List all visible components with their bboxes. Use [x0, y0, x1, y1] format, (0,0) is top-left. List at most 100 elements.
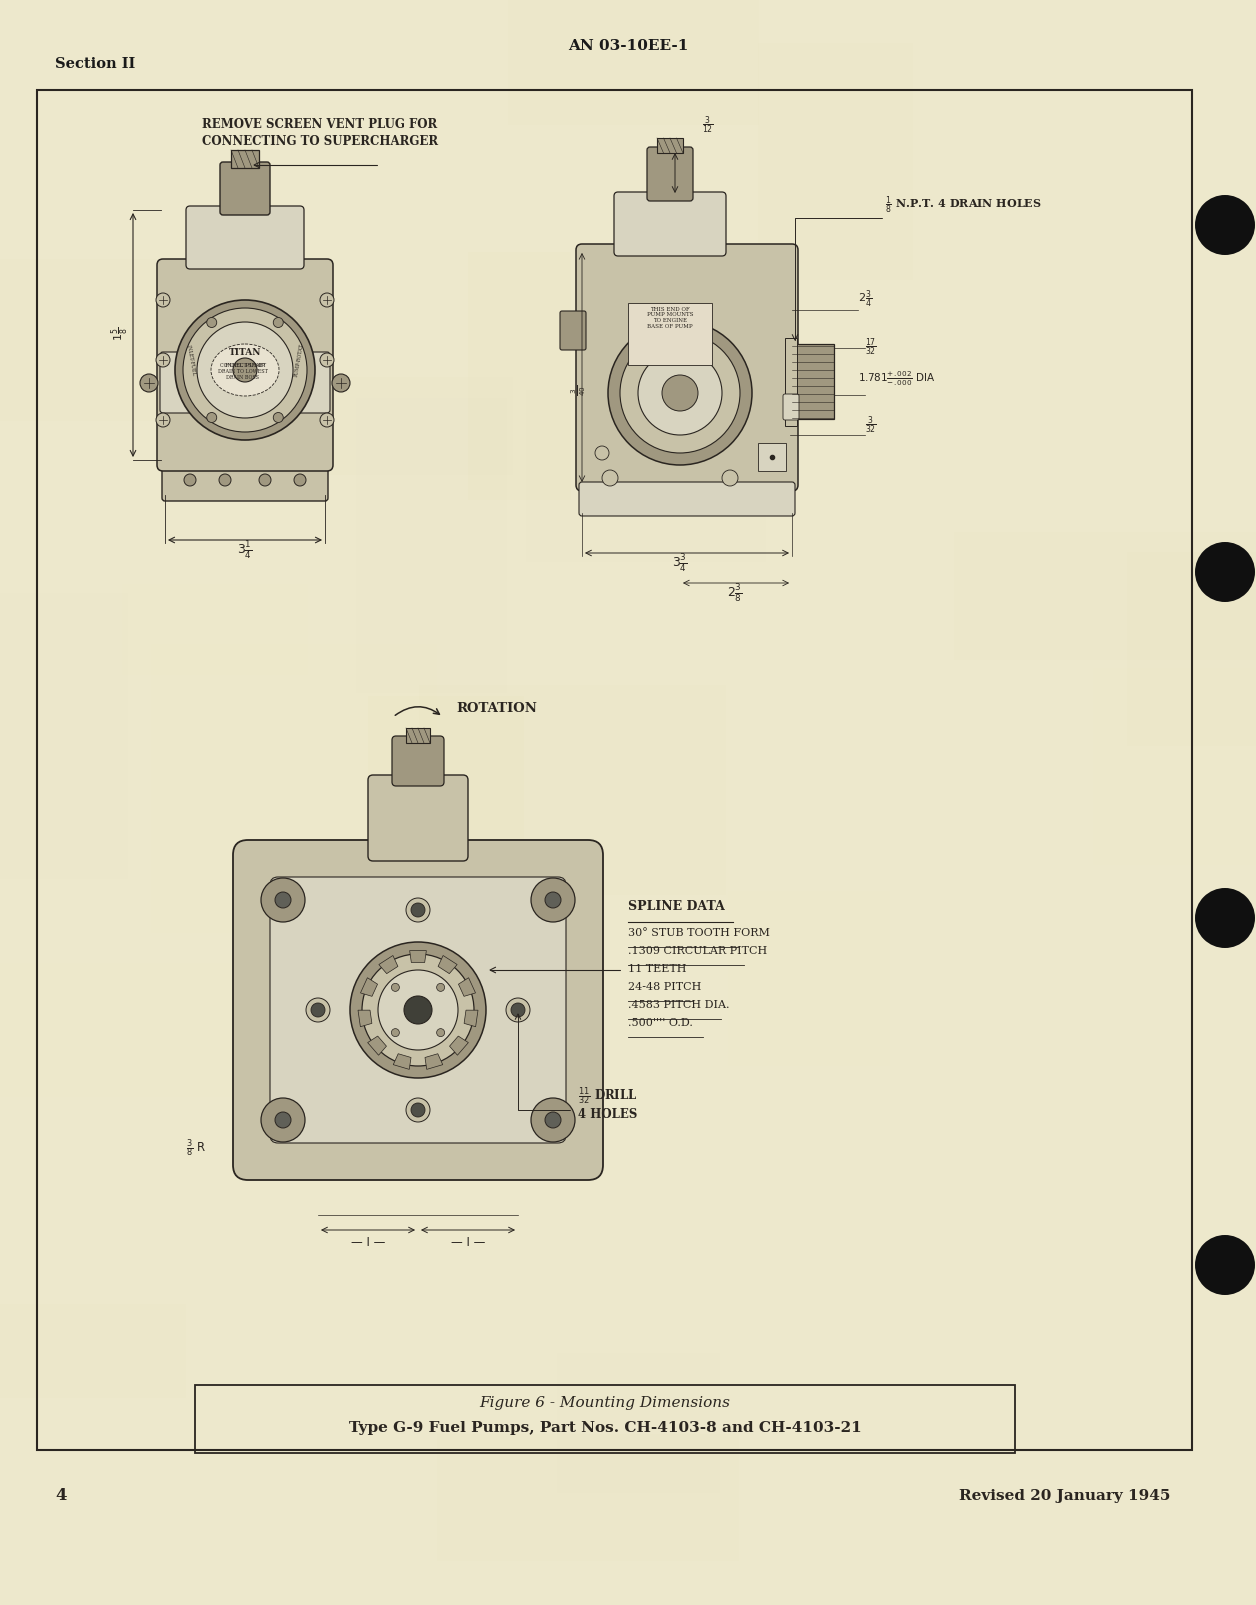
Circle shape [722, 470, 739, 486]
Text: Revised 20 January 1945: Revised 20 January 1945 [958, 1489, 1171, 1502]
Circle shape [175, 300, 315, 440]
Bar [0, 501, 68, 748]
Bar [595, 1420, 734, 1605]
Bar [1084, 1189, 1256, 1384]
Text: $\frac{3}{12}$: $\frac{3}{12}$ [702, 114, 713, 135]
Bar [988, 1517, 1203, 1605]
Text: 4: 4 [55, 1486, 67, 1504]
Circle shape [545, 892, 561, 908]
Polygon shape [379, 955, 398, 974]
Circle shape [531, 1098, 575, 1143]
Bar [793, 343, 834, 419]
Text: PUMP-ROTAT: PUMP-ROTAT [294, 343, 304, 377]
Bar [231, 149, 259, 169]
Text: TITAN: TITAN [229, 348, 261, 356]
Polygon shape [368, 1037, 387, 1054]
Circle shape [506, 998, 530, 1022]
Text: 24-48 PITCH: 24-48 PITCH [628, 982, 701, 992]
Circle shape [350, 942, 486, 1079]
FancyBboxPatch shape [162, 457, 328, 501]
Circle shape [156, 353, 170, 368]
Polygon shape [360, 977, 378, 997]
Bar [1002, 889, 1248, 1162]
Text: $2\frac{3}{8}$: $2\frac{3}{8}$ [727, 583, 742, 605]
Polygon shape [393, 1054, 411, 1069]
Text: ROTATION: ROTATION [456, 701, 536, 714]
Bar [785, 339, 798, 425]
Text: INLET-FUEL: INLET-FUEL [186, 345, 196, 377]
Circle shape [332, 374, 350, 392]
Text: 4 HOLES: 4 HOLES [578, 1107, 637, 1120]
Circle shape [275, 892, 291, 908]
Circle shape [595, 446, 609, 461]
Circle shape [274, 318, 284, 327]
Circle shape [406, 899, 430, 921]
Circle shape [234, 358, 257, 382]
Text: — I —: — I — [451, 1236, 485, 1249]
Circle shape [511, 1003, 525, 1018]
Circle shape [531, 878, 575, 921]
Circle shape [261, 878, 305, 921]
Circle shape [406, 1098, 430, 1122]
Text: .500'''' O.D.: .500'''' O.D. [628, 1018, 693, 1027]
Circle shape [311, 1003, 325, 1018]
Circle shape [294, 473, 306, 486]
Bar [926, 1008, 1086, 1167]
Circle shape [662, 376, 698, 411]
FancyBboxPatch shape [577, 244, 798, 491]
Bar [759, 215, 891, 319]
Circle shape [620, 332, 740, 453]
Circle shape [197, 323, 293, 417]
Bar [195, 1385, 1015, 1453]
Text: Section II: Section II [55, 58, 136, 71]
FancyBboxPatch shape [160, 351, 193, 412]
Circle shape [1194, 194, 1255, 255]
Text: FUEL PUMP: FUEL PUMP [225, 363, 265, 368]
Bar [193, 976, 399, 1186]
Bar [36, 90, 1192, 1449]
Text: $\frac{3}{32}$: $\frac{3}{32}$ [865, 414, 877, 435]
Polygon shape [358, 1010, 372, 1027]
Text: $3\frac{1}{4}$: $3\frac{1}{4}$ [237, 539, 252, 562]
FancyBboxPatch shape [157, 258, 333, 470]
Text: Figure 6 - Mounting Dimensions: Figure 6 - Mounting Dimensions [480, 1396, 731, 1411]
Circle shape [404, 997, 432, 1024]
FancyBboxPatch shape [296, 351, 330, 412]
Circle shape [320, 412, 334, 427]
Text: SPLINE DATA: SPLINE DATA [628, 900, 725, 913]
Circle shape [437, 984, 445, 992]
Polygon shape [409, 950, 426, 963]
Text: REMOVE SCREEN VENT PLUG FOR
CONNECTING TO SUPERCHARGER: REMOVE SCREEN VENT PLUG FOR CONNECTING T… [202, 119, 438, 148]
Bar [657, 138, 683, 152]
Circle shape [411, 904, 425, 916]
Text: $\frac{3}{8}$ R: $\frac{3}{8}$ R [186, 1138, 206, 1159]
FancyBboxPatch shape [647, 148, 693, 201]
Circle shape [219, 473, 231, 486]
Circle shape [378, 969, 458, 1050]
Bar [1027, 674, 1181, 902]
Text: — I —: — I — [350, 1236, 386, 1249]
Text: THIS END OF
PUMP MOUNTS
TO ENGINE
BASE OF PUMP: THIS END OF PUMP MOUNTS TO ENGINE BASE O… [647, 307, 693, 329]
Circle shape [320, 294, 334, 307]
Bar [0, 1154, 108, 1444]
FancyBboxPatch shape [270, 876, 566, 1143]
Circle shape [183, 473, 196, 486]
Text: 30° STUB TOOTH FORM: 30° STUB TOOTH FORM [628, 928, 770, 937]
Circle shape [608, 321, 752, 465]
Circle shape [139, 374, 158, 392]
Polygon shape [438, 955, 457, 974]
FancyBboxPatch shape [560, 311, 587, 350]
Text: $3\frac{3}{4}$: $3\frac{3}{4}$ [672, 552, 688, 575]
Bar [583, 453, 924, 735]
Circle shape [274, 412, 284, 422]
Text: CONNECT SHAFT
DRAIN TO LOWEST
DRAIN BOSS: CONNECT SHAFT DRAIN TO LOWEST DRAIN BOSS [219, 363, 268, 380]
Circle shape [638, 351, 722, 435]
Text: 1.781$\frac{+.002}{-.000}$ DIA: 1.781$\frac{+.002}{-.000}$ DIA [858, 369, 936, 388]
Circle shape [183, 308, 306, 432]
Bar [867, 1029, 1248, 1254]
Text: $1\frac{5}{8}$: $1\frac{5}{8}$ [109, 326, 131, 340]
Circle shape [156, 294, 170, 307]
Text: Type G-9 Fuel Pumps, Part Nos. CH-4103-8 and CH-4103-21: Type G-9 Fuel Pumps, Part Nos. CH-4103-8… [349, 1420, 862, 1435]
Bar [637, 957, 852, 1082]
Text: .4583 PITCH DIA.: .4583 PITCH DIA. [628, 1000, 730, 1010]
